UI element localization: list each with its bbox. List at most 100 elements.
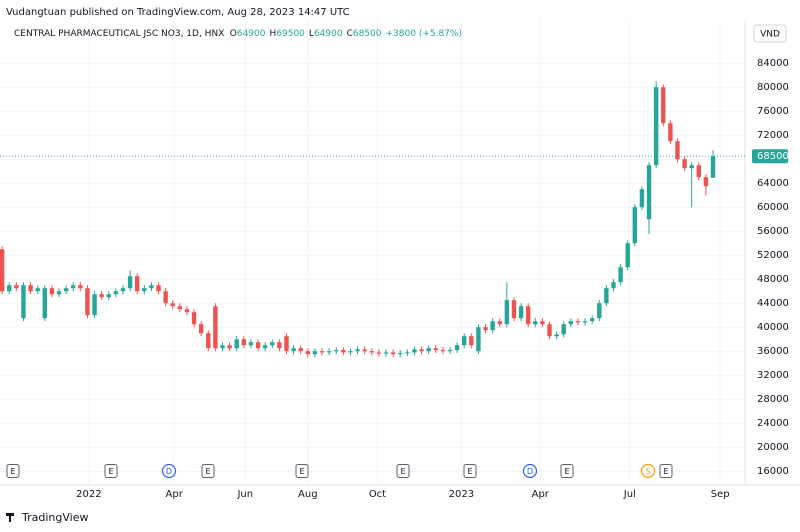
candle-body xyxy=(369,351,374,353)
candle-body xyxy=(490,321,495,331)
y-tick-label: 32000 xyxy=(757,370,789,381)
candle-body xyxy=(198,324,204,334)
candle-body xyxy=(85,288,90,316)
y-tick-label: 84000 xyxy=(757,58,789,69)
candle-body xyxy=(618,267,623,283)
y-tick-label: 76000 xyxy=(757,106,789,117)
candle-body xyxy=(120,288,126,292)
candle-body xyxy=(270,342,275,346)
event-marker xyxy=(104,464,118,478)
candle-body xyxy=(554,334,559,337)
candle-body xyxy=(675,141,680,160)
y-tick-label: 40000 xyxy=(757,322,789,333)
event-marker xyxy=(396,464,410,478)
candle-body xyxy=(547,324,552,337)
candle-body xyxy=(376,352,382,354)
candle-body xyxy=(213,306,218,349)
candle-body xyxy=(604,288,609,304)
x-tick-label: Oct xyxy=(369,489,386,500)
candle-body xyxy=(78,285,83,289)
candle-body xyxy=(56,291,62,295)
last-price-box xyxy=(752,149,788,164)
candle-body xyxy=(348,351,353,353)
candle-body xyxy=(661,87,666,124)
candle-body xyxy=(255,342,261,349)
candle-body xyxy=(483,327,488,331)
candle-body xyxy=(227,345,232,349)
candle-body xyxy=(334,350,339,352)
x-tick-label: 2023 xyxy=(449,489,474,500)
candle-body xyxy=(646,165,652,220)
candle-body xyxy=(405,352,410,354)
candle-body xyxy=(184,309,190,313)
candle-body xyxy=(134,276,140,292)
event-label: D xyxy=(527,467,533,476)
event-label: S xyxy=(645,467,650,476)
event-label: E xyxy=(663,467,668,476)
event-marker xyxy=(640,463,656,479)
legend-key: L xyxy=(309,29,314,39)
candle-body xyxy=(71,285,76,289)
y-tick-label: 24000 xyxy=(757,418,789,429)
candle-body xyxy=(469,336,474,346)
brand: TradingView xyxy=(21,511,88,524)
candle-body xyxy=(668,123,673,142)
candle-body xyxy=(284,336,289,352)
candle-body xyxy=(170,303,175,307)
candle-body xyxy=(511,300,517,319)
candle-body xyxy=(362,349,367,352)
currency-box[interactable] xyxy=(753,24,787,43)
y-tick-label: 56000 xyxy=(757,226,789,237)
event-label: E xyxy=(108,467,113,476)
event-marker xyxy=(659,464,673,478)
legend-value: 64900 xyxy=(314,29,343,39)
candle-body xyxy=(14,285,19,289)
legend-value: 64900 xyxy=(237,29,266,39)
event-marker xyxy=(201,464,215,478)
x-tick-label: 2022 xyxy=(76,489,101,500)
candle-body xyxy=(383,352,389,354)
x-tick-label: Jul xyxy=(623,489,636,500)
event-marker xyxy=(295,464,309,478)
candle-body xyxy=(611,282,616,289)
candle-body xyxy=(440,350,446,352)
candle-body xyxy=(92,294,97,316)
candle-body xyxy=(248,342,254,346)
candle-body xyxy=(454,345,460,350)
candle-body xyxy=(447,350,453,352)
candle-body xyxy=(462,336,467,346)
y-tick-label: 80000 xyxy=(757,82,789,93)
candle-body xyxy=(277,342,282,349)
candle-body xyxy=(241,339,247,346)
candle-body xyxy=(589,318,595,322)
candle-body xyxy=(625,243,630,268)
candle-body xyxy=(412,349,417,353)
candle-body xyxy=(632,207,638,244)
candle-body xyxy=(653,87,659,166)
candle-body xyxy=(326,351,332,353)
candle-body xyxy=(582,321,588,323)
candle-body xyxy=(597,303,602,319)
y-tick-label: 28000 xyxy=(757,394,789,405)
candle-body xyxy=(0,249,5,292)
candle-body xyxy=(206,333,211,349)
candle-body xyxy=(433,348,438,350)
candle-body xyxy=(149,285,154,289)
event-label: E xyxy=(10,467,15,476)
candle-body xyxy=(398,353,403,355)
y-tick-label: 72000 xyxy=(757,130,789,141)
legend-key: H xyxy=(270,29,277,39)
y-tick-label: 48000 xyxy=(757,274,789,285)
candle-body xyxy=(568,321,574,325)
y-tick-label: 44000 xyxy=(757,298,789,309)
candle-body xyxy=(220,345,225,349)
candle-body xyxy=(163,291,168,304)
legend: CENTRAL PHARMACEUTICAL JSC NO3, 1D, HNX O… xyxy=(14,29,462,39)
legend-value: 68500 xyxy=(353,29,382,39)
x-tick-label: Jun xyxy=(236,489,253,500)
candle-body xyxy=(689,165,694,169)
candle-body xyxy=(540,321,545,325)
candle-body xyxy=(355,349,360,352)
